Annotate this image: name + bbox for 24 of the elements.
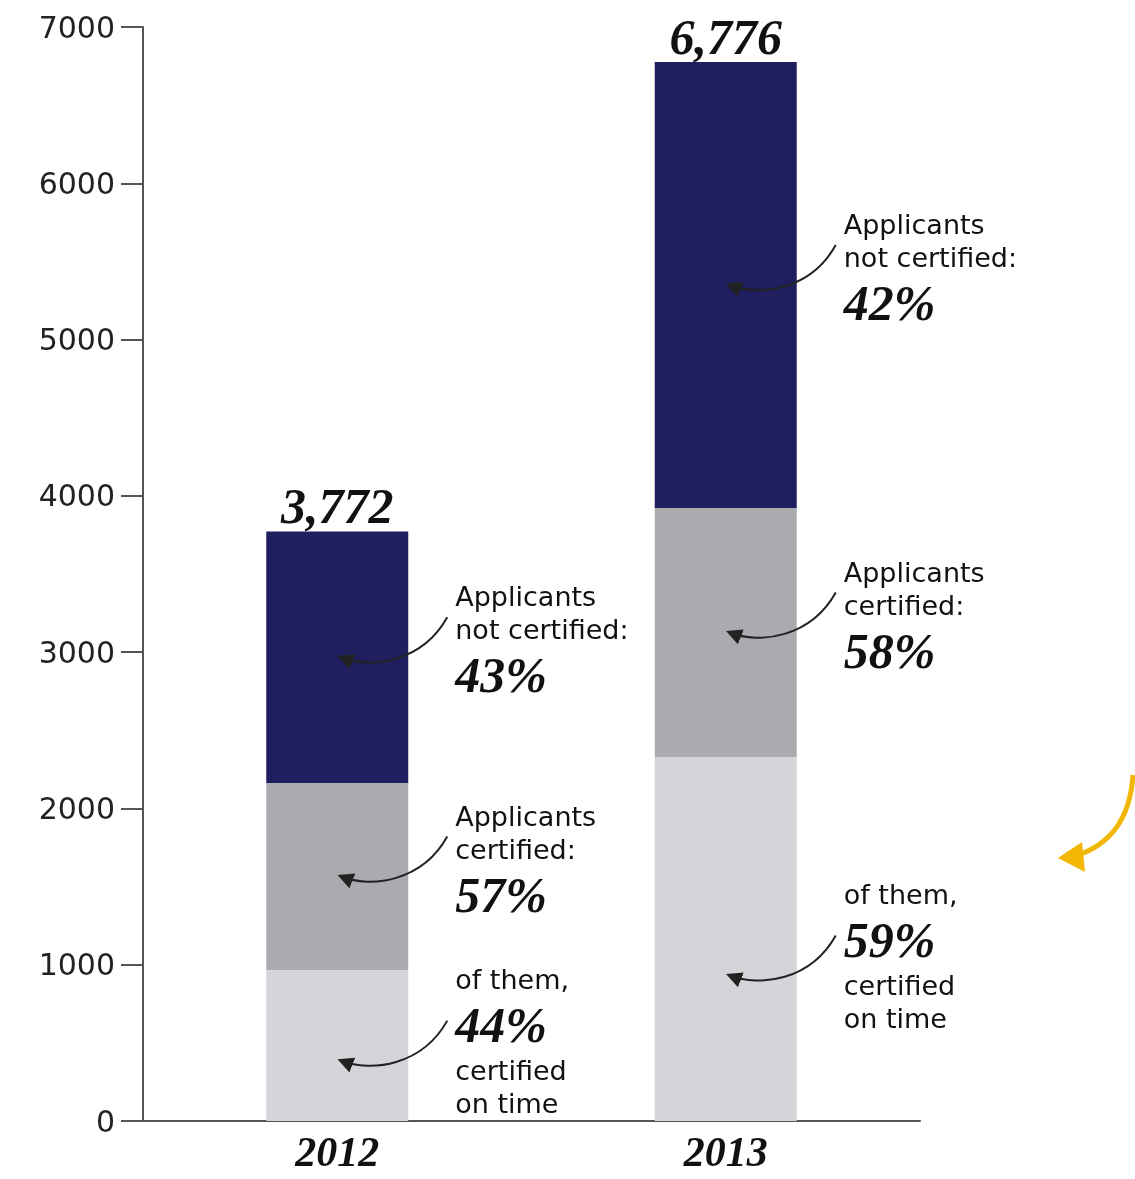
y-tick-label: 5000: [38, 322, 115, 358]
y-tick-label: 1000: [38, 947, 115, 983]
y-tick-label: 4000: [38, 478, 115, 514]
y-tick-label: 2000: [38, 790, 115, 826]
bar: [654, 757, 797, 1121]
bar: [266, 782, 409, 971]
bar: [654, 508, 797, 758]
y-tick-label: 7000: [38, 9, 115, 45]
annotation: Applicants not certified: 43%: [455, 580, 629, 705]
bar: [266, 531, 409, 783]
y-tick-label: 3000: [38, 634, 115, 670]
total-label: 6,776: [669, 9, 782, 66]
bar: [654, 62, 797, 509]
annotation: of them, 44% certified on time: [455, 963, 570, 1121]
x-tick-label: 2013: [682, 1129, 768, 1175]
annotation: Applicants certified: 58%: [843, 555, 985, 680]
bar: [266, 970, 409, 1121]
annotation: of them, 59% certified on time: [843, 878, 958, 1036]
annotation: Applicants not certified: 42%: [843, 208, 1018, 333]
y-tick-label: 0: [95, 1103, 115, 1139]
x-tick-label: 2012: [294, 1129, 380, 1175]
y-tick-label: 6000: [38, 165, 115, 201]
annotation: Applicants certified: 57%: [455, 799, 597, 924]
total-label: 3,772: [280, 478, 394, 535]
